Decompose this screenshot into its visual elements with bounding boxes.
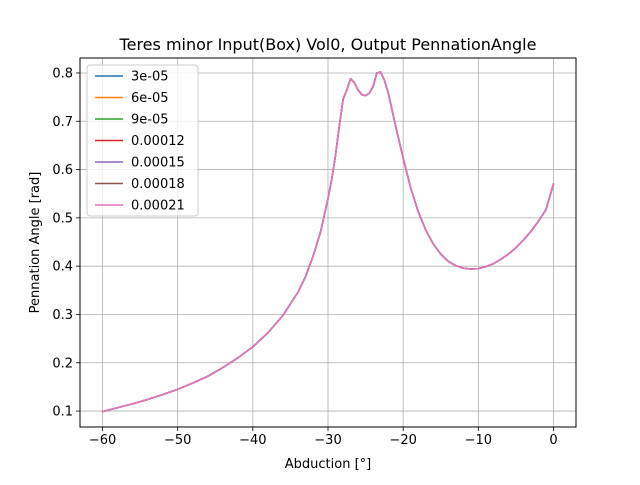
x-tick-label: 0 (549, 433, 557, 448)
y-tick-label: 0.4 (52, 260, 73, 275)
x-axis-label: Abduction [°] (285, 457, 371, 472)
legend: 3e-05 6e-05 9e-05 0.00012 0.00015 0.00018 0.00… (86, 64, 199, 217)
y-tick-label: 0.3 (52, 308, 73, 323)
x-tick-label: −40 (239, 433, 266, 448)
y-tick-label: 0.7 (52, 115, 73, 130)
series-lines (101, 71, 555, 413)
y-tick-label: 0.6 (52, 163, 73, 178)
legend-label: 0.00021 (131, 199, 185, 214)
x-tick-label: −30 (314, 433, 341, 448)
y-tick-label: 0.5 (52, 211, 73, 226)
x-tick-label: −20 (389, 433, 416, 448)
y-tick-label: 0.1 (52, 405, 73, 420)
grid (80, 58, 576, 427)
legend-label: 6e-05 (131, 91, 169, 106)
legend-label: 9e-05 (131, 113, 169, 128)
legend-label: 0.00015 (131, 156, 185, 171)
legend-label: 0.00018 (131, 177, 185, 192)
y-tick-label: 0.8 (52, 66, 73, 81)
x-tick-label: −60 (89, 433, 116, 448)
series-line-7 (101, 71, 555, 413)
axis-ticks: −60 −50 −40 −30 −20 −10 0 0.1 0.2 0.3 0.4 0.5 0.6 0.7… (52, 66, 557, 448)
y-tick-label: 0.2 (52, 356, 73, 371)
legend-label: 0.00012 (131, 134, 185, 149)
chart-title: Teres minor Input(Box) Vol0, Output Penn… (119, 35, 537, 54)
x-tick-label: −10 (465, 433, 492, 448)
y-axis-label: Pennation Angle [rad] (28, 172, 43, 314)
legend-box (86, 64, 199, 217)
x-tick-label: −50 (164, 433, 191, 448)
legend-label: 3e-05 (131, 70, 169, 85)
